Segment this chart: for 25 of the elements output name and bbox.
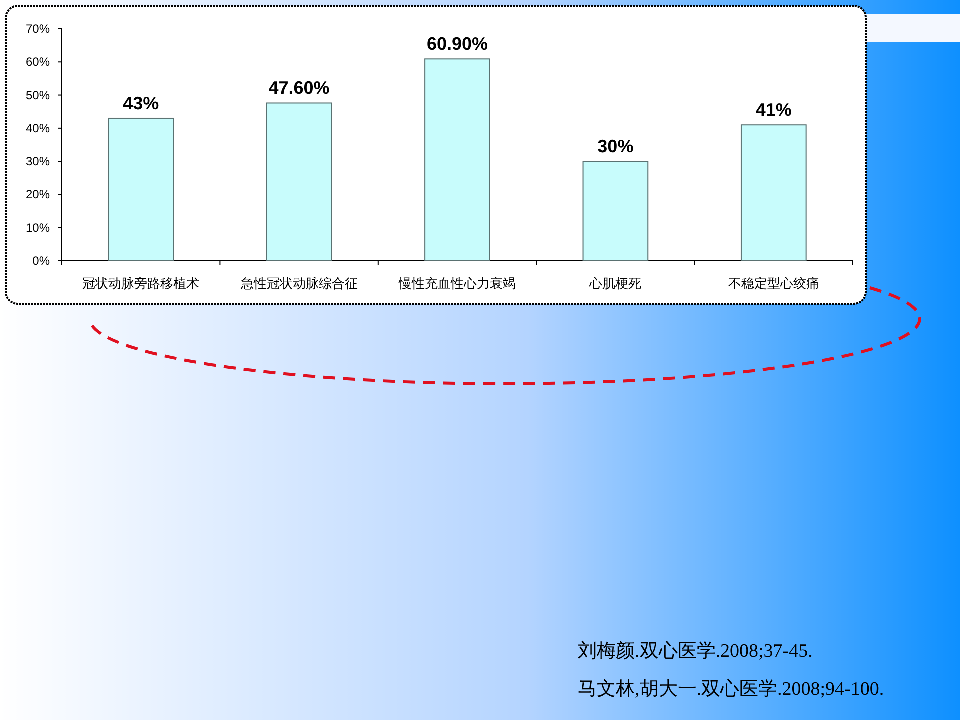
y-tick-label: 30% [26,154,50,169]
x-tick-label: 冠状动脉旁路移植术 [82,276,200,291]
bar [582,161,649,262]
bar [108,118,174,262]
bar [740,124,807,262]
x-tick-label: 不稳定型心绞痛 [728,276,820,291]
data-label: 43% [123,93,160,114]
y-tick-label: 20% [26,188,50,202]
y-tick-label: 70% [26,22,50,36]
y-tick-label: 50% [26,88,50,102]
data-label: 60.90% [426,34,488,54]
y-tick-label: 60% [26,55,50,70]
text: 马文林,胡大一.双心医学.2008;94-100. [578,678,884,700]
y-tick-label: 40% [26,121,50,136]
x-tick-label: 急性冠状动脉综合征 [240,276,358,291]
x-tick-label: 心肌梗死 [588,276,642,291]
data-label: 47.60% [268,78,330,98]
bar [424,58,490,262]
bar [266,102,332,262]
x-tick-label: 慢性充血性心力衰竭 [398,276,516,291]
data-label: 30% [598,136,634,157]
data-label: 41% [756,100,792,120]
text: 刘梅颜.双心医学.2008;37-45. [578,640,813,662]
y-tick-label: 0% [32,254,50,268]
y-tick-label: 10% [26,220,50,235]
